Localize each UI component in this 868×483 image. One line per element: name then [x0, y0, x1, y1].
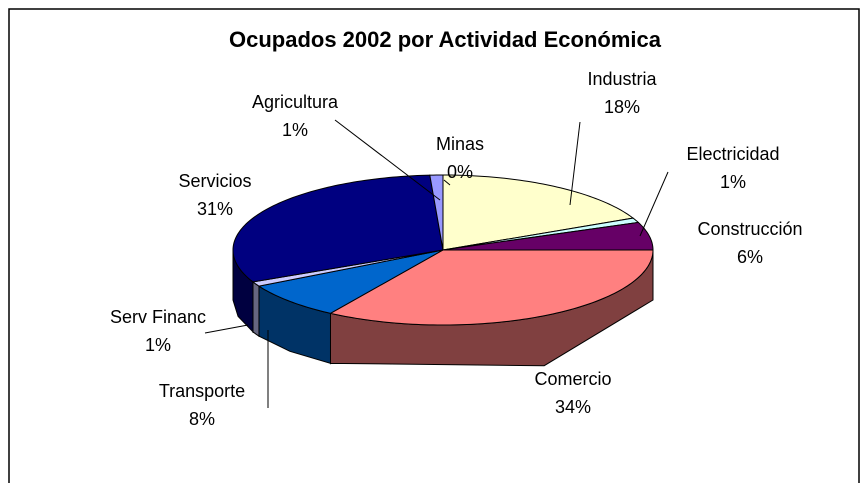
data-label-value: 1% — [282, 120, 308, 140]
data-label-name: Serv Financ — [110, 307, 206, 327]
pie-slice — [232, 174, 444, 283]
data-label-name: Servicios — [178, 171, 251, 191]
data-label-value: 1% — [720, 172, 746, 192]
leader-line — [569, 121, 581, 206]
leader-line — [334, 119, 441, 201]
data-label-value: 0% — [447, 162, 473, 182]
chart-title: Ocupados 2002 por Actividad Económica — [229, 27, 662, 52]
data-label-name: Agricultura — [252, 92, 339, 112]
data-label-value: 1% — [145, 335, 171, 355]
data-label-name: Minas — [436, 134, 484, 154]
leader-line — [443, 179, 451, 186]
data-label-name: Transporte — [159, 381, 245, 401]
pie-slice — [257, 249, 444, 314]
data-label-name: Electricidad — [686, 144, 779, 164]
data-label-value: 18% — [604, 97, 640, 117]
leader-line — [639, 171, 669, 237]
data-label-name: Comercio — [534, 369, 611, 389]
pie-slice — [429, 174, 444, 251]
pie-slice-side — [252, 280, 260, 338]
data-label-value: 34% — [555, 397, 591, 417]
data-label-value: 31% — [197, 199, 233, 219]
pie-slice — [442, 221, 654, 251]
leader-line — [204, 324, 249, 334]
data-label-name: Industria — [587, 69, 657, 89]
data-label-value: 6% — [737, 247, 763, 267]
pie-slice — [442, 174, 635, 251]
data-label-name: Construcción — [697, 219, 802, 239]
data-label-value: 8% — [189, 409, 215, 429]
pie-slice — [329, 249, 654, 326]
